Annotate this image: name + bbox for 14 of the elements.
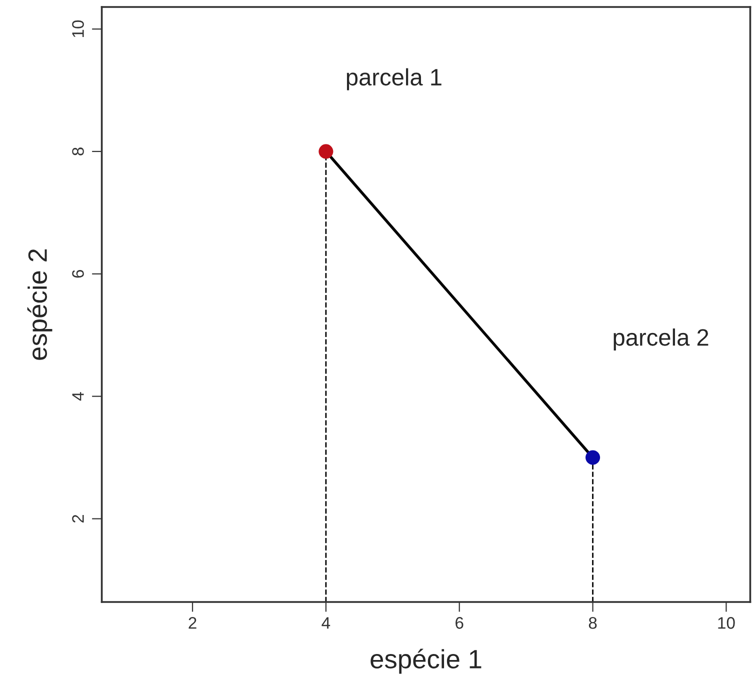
x-axis-title: espécie 1 — [370, 648, 482, 674]
y-tick-label: 8 — [72, 148, 84, 156]
x-tick-label: 8 — [588, 617, 597, 629]
y-tick-label: 4 — [72, 392, 84, 401]
y-tick-label: 10 — [72, 20, 84, 38]
x-tick-label: 4 — [322, 617, 330, 629]
y-axis-title: espécie 2 — [27, 249, 52, 360]
x-tick-label: 10 — [718, 617, 735, 629]
y-tick-label: 2 — [72, 514, 84, 523]
annotation: parcela 1 — [346, 68, 442, 90]
y-tick-label: 6 — [72, 270, 84, 278]
x-tick-label: 2 — [188, 617, 196, 629]
annotation: parcela 2 — [614, 328, 708, 350]
x-tick-label: 6 — [456, 617, 464, 629]
